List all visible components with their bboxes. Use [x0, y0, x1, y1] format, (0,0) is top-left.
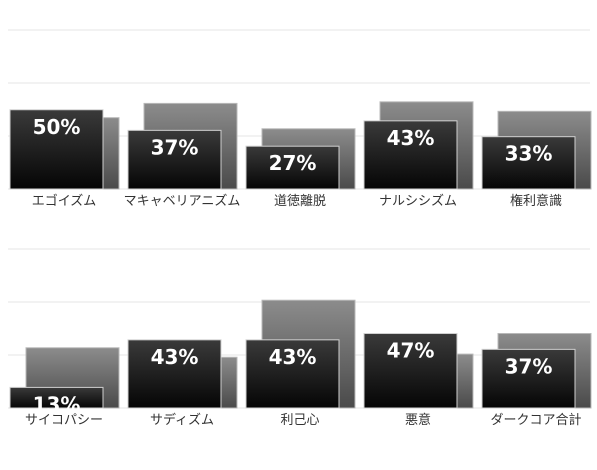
category-label-1: エゴイズム [32, 193, 97, 209]
category-label-2: マキャベリアニズム [124, 193, 241, 209]
bar-series-1-4 [363, 333, 458, 409]
data-label-3: 43% [269, 345, 317, 369]
data-label-2: 43% [151, 345, 199, 369]
chart-panel-1: 50% エゴイズム 37% マキャベリアニズム 27% 道徳離脱 43% ナルシシズム 33% 権… [8, 29, 592, 209]
bar-series-1-1 [9, 109, 104, 190]
data-label-1: 13% [33, 392, 81, 416]
bar-series-1-5 [481, 136, 576, 190]
category-label-3: 利己心 [280, 413, 319, 428]
category-label-2: サディズム [150, 412, 214, 428]
category-label-5: ダークコア合計 [490, 412, 581, 428]
category-label-5: 権利意識 [510, 193, 562, 209]
bar-series-1-2 [127, 339, 222, 409]
data-label-3: 27% [269, 151, 317, 175]
category-label-1: サイコパシー [25, 413, 103, 428]
bar-series-1-1 [9, 386, 104, 409]
bar-series-1-5 [481, 348, 576, 409]
data-label-5: 37% [505, 354, 553, 378]
category-label-4: 悪意 [405, 412, 431, 428]
data-label-5: 33% [505, 142, 553, 166]
data-label-2: 37% [151, 135, 199, 159]
bar-series-1-2 [127, 129, 222, 190]
category-label-3: 道徳離脱 [274, 194, 326, 209]
chart-panel-2: 13%サイコパシー 43% サディズム 43% 利己心 47% 悪意 37% ダークコア合計 [8, 248, 592, 428]
bar-series-1-4 [363, 120, 458, 190]
bar-series-1-3 [245, 145, 340, 190]
data-label-4: 47% [387, 339, 435, 363]
category-label-4: ナルシシズム [379, 193, 457, 209]
data-label-1: 50% [33, 115, 81, 139]
bar-series-1-3 [245, 339, 340, 409]
data-label-4: 43% [387, 126, 435, 150]
